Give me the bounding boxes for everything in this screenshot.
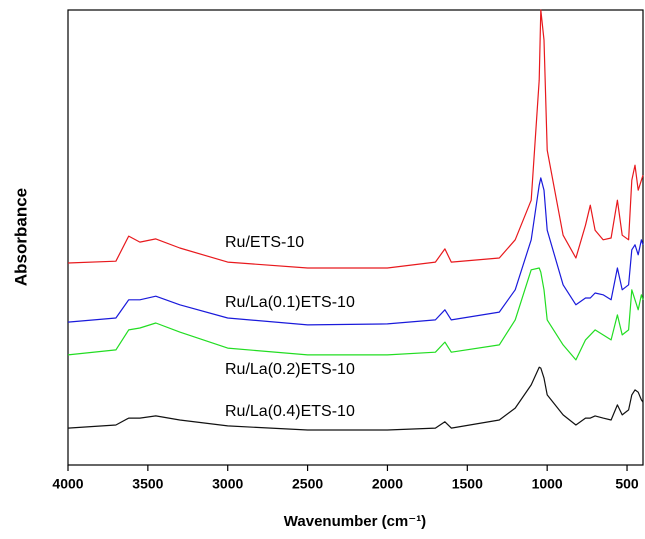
x-tick-label: 1000 xyxy=(532,476,563,492)
x-tick-label: 4000 xyxy=(52,476,83,492)
plot-frame xyxy=(67,9,644,466)
x-tick-label: 3500 xyxy=(132,476,163,492)
x-tick-label: 2500 xyxy=(292,476,323,492)
spectrum-line xyxy=(67,9,644,269)
series-label: Ru/La(0.2)ETS-10 xyxy=(225,361,355,378)
x-axis-label: Wavenumber (cm⁻¹) xyxy=(284,513,426,530)
spectrum-line xyxy=(67,267,644,361)
x-tick-label: 500 xyxy=(615,476,639,492)
series-label: Ru/La(0.1)ETS-10 xyxy=(225,294,355,311)
spectrum-line xyxy=(67,177,644,326)
y-axis-label: Absorbance xyxy=(11,188,30,286)
x-tick-label: 3000 xyxy=(212,476,243,492)
x-tick-label: 2000 xyxy=(372,476,403,492)
series-label: Ru/ETS-10 xyxy=(225,234,304,251)
x-tick-label: 1500 xyxy=(452,476,483,492)
series-label: Ru/La(0.4)ETS-10 xyxy=(225,403,355,420)
spectrum-line xyxy=(67,366,644,431)
